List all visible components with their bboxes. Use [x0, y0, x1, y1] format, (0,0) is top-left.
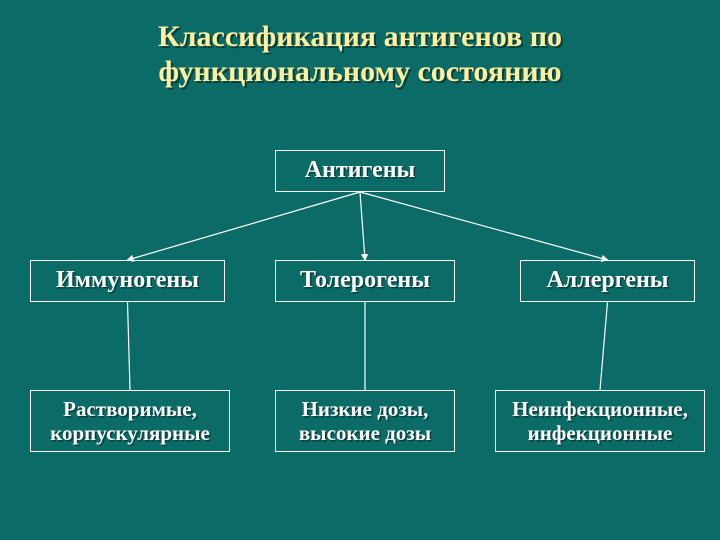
- slide-title: Классификация антигенов по функционально…: [0, 20, 720, 89]
- node-immunogens: Иммуногены: [30, 260, 225, 302]
- node-root: Антигены: [275, 150, 445, 192]
- node-doses: Низкие дозы, высокие дозы: [275, 390, 455, 452]
- node-allergens: Аллергены: [520, 260, 695, 302]
- node-infectious: Неинфекционные, инфекционные: [495, 390, 705, 452]
- node-tolerogens: Толерогены: [275, 260, 455, 302]
- node-soluble: Растворимые, корпускулярные: [30, 390, 230, 452]
